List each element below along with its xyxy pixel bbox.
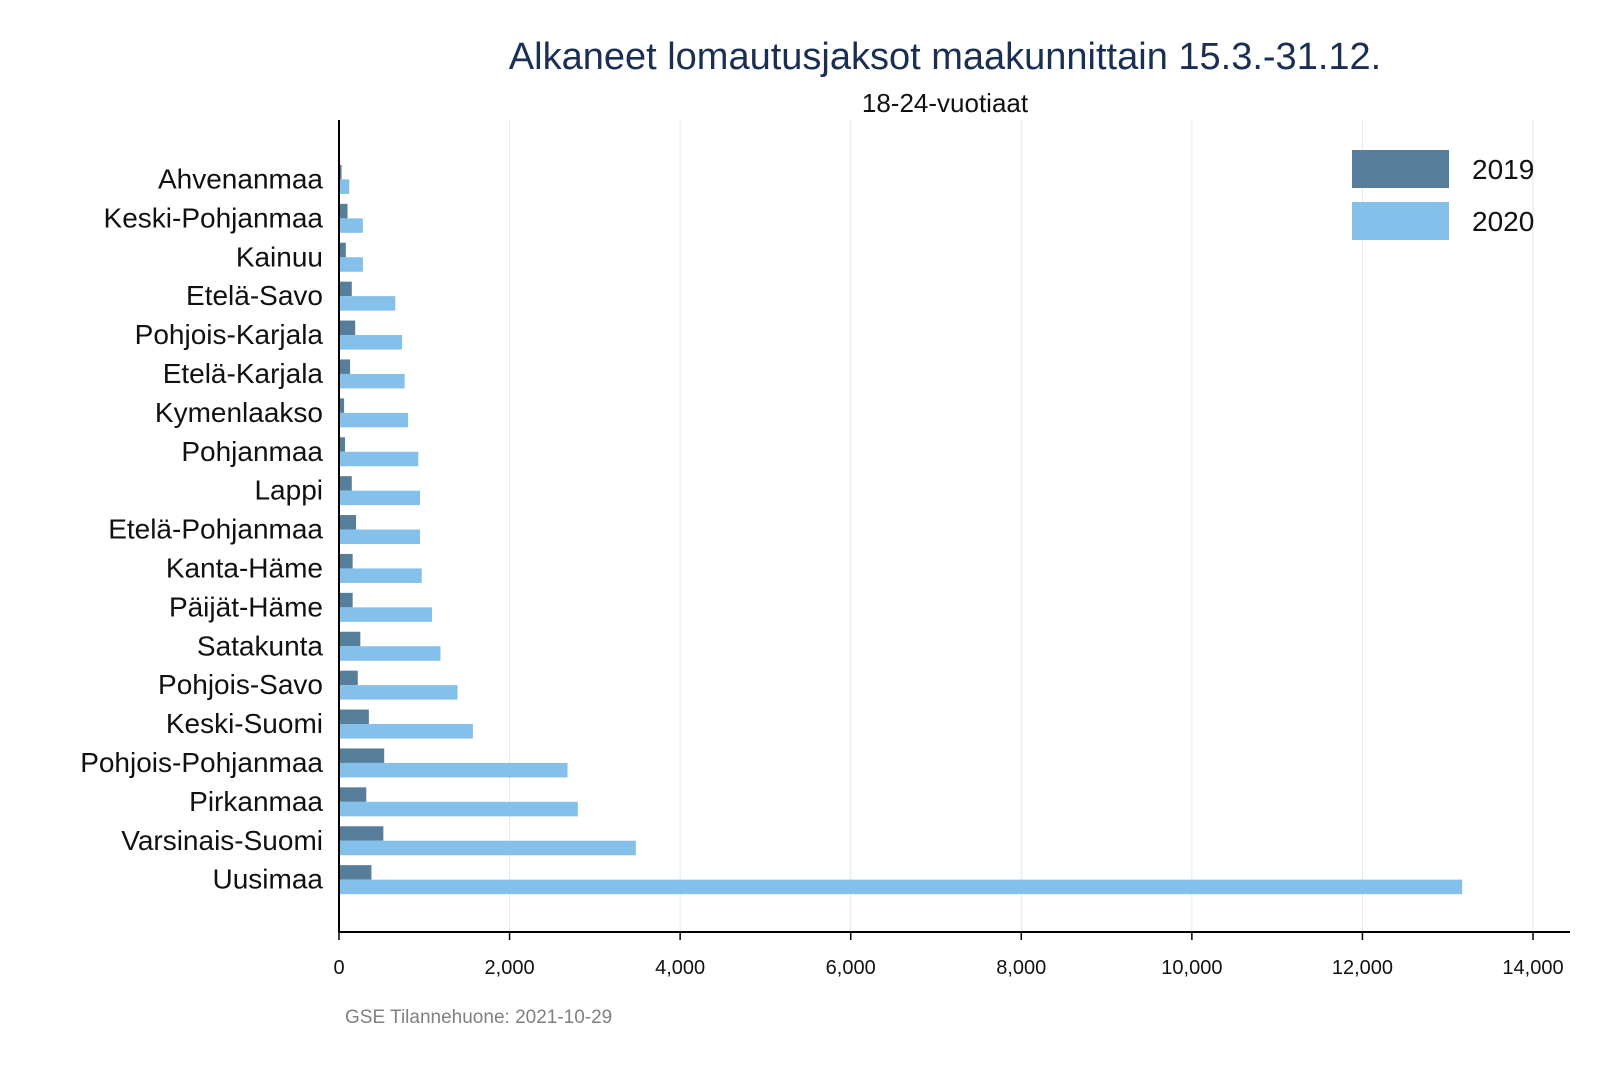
bar-2020-pohjois-pohjanmaa: [339, 762, 568, 778]
x-tick-label: 6,000: [826, 957, 876, 979]
bar-2020-pohjois-karjala: [339, 335, 403, 350]
legend-label: 2020: [1472, 206, 1534, 237]
category-label: Kanta-Häme: [166, 552, 323, 583]
category-label: Etelä-Karjala: [163, 358, 324, 389]
category-label: Pirkanmaa: [189, 786, 323, 817]
bar-2020-uusimaa: [339, 879, 1463, 895]
category-label: Etelä-Pohjanmaa: [108, 514, 323, 545]
category-label: Satakunta: [197, 630, 324, 661]
category-label: Kymenlaakso: [155, 397, 323, 428]
x-tick-label: 2,000: [485, 957, 535, 979]
bar-2019-varsinais-suomi: [339, 826, 384, 841]
bar-2019-lappi: [339, 476, 352, 491]
bar-2020-pirkanmaa: [339, 801, 578, 817]
x-tick-label: 0: [333, 957, 344, 979]
category-label: Etelä-Savo: [186, 280, 323, 311]
bar-2020-etelä-karjala: [339, 373, 405, 389]
category-label: Keski-Pohjanmaa: [104, 202, 324, 233]
category-label: Keski-Suomi: [166, 708, 323, 739]
bar-2019-kymenlaakso: [339, 398, 345, 413]
category-label: Ahvenanmaa: [158, 163, 323, 194]
bar-2019-etelä-pohjanmaa: [339, 515, 357, 530]
category-label: Kainuu: [236, 241, 323, 272]
bar-2019-pirkanmaa: [339, 787, 367, 802]
bar-2019-kanta-häme: [339, 553, 353, 569]
bar-2020-kymenlaakso: [339, 412, 409, 428]
bar-2020-keski-pohjanmaa: [339, 218, 363, 233]
x-tick-label: 14,000: [1502, 957, 1563, 979]
chart-subtitle: 18-24-vuotiaat: [861, 88, 1029, 118]
bar-2019-pohjois-pohjanmaa: [339, 748, 385, 763]
category-label: Pohjois-Savo: [158, 669, 323, 700]
bar-2020-lappi: [339, 490, 421, 506]
bar-2019-etelä-karjala: [339, 359, 351, 374]
x-tick-label: 12,000: [1332, 957, 1393, 979]
legend-label: 2019: [1472, 154, 1534, 185]
bar-2019-keski-suomi: [339, 709, 369, 725]
bar-2020-varsinais-suomi: [339, 840, 636, 856]
bar-2020-ahvenanmaa: [339, 179, 350, 194]
x-tick-label: 10,000: [1161, 957, 1222, 979]
bar-2020-satakunta: [339, 646, 441, 661]
bar-2020-pohjois-savo: [339, 685, 458, 700]
category-label: Pohjanmaa: [181, 436, 323, 467]
bar-2019-uusimaa: [339, 865, 372, 880]
bar-2020-pohjanmaa: [339, 451, 419, 467]
category-label: Varsinais-Suomi: [121, 825, 323, 856]
bar-2019-kainuu: [339, 242, 346, 258]
bar-2019-etelä-savo: [339, 281, 352, 297]
bar-2019-pohjanmaa: [339, 437, 345, 452]
bar-2019-keski-pohjanmaa: [339, 203, 348, 219]
bar-2019-pohjois-savo: [339, 670, 358, 686]
chart-title: Alkaneet lomautusjaksot maakunnittain 15…: [508, 36, 1382, 78]
bar-2019-päijät-häme: [339, 592, 353, 608]
category-label: Pohjois-Pohjanmaa: [80, 747, 323, 778]
category-label: Uusimaa: [213, 864, 324, 895]
legend-swatch-2019: [1352, 150, 1449, 188]
x-tick-label: 4,000: [655, 957, 705, 979]
bar-2020-päijät-häme: [339, 607, 432, 622]
bar-2019-pohjois-karjala: [339, 320, 356, 336]
category-label: Lappi: [254, 475, 323, 506]
legend-swatch-2020: [1352, 202, 1449, 240]
bar-2020-kainuu: [339, 257, 363, 272]
x-tick-label: 8,000: [996, 957, 1046, 979]
bar-2020-keski-suomi: [339, 724, 473, 739]
bar-2020-etelä-pohjanmaa: [339, 529, 421, 545]
bar-2019-satakunta: [339, 631, 361, 647]
bar-2020-kanta-häme: [339, 568, 422, 583]
source-note: GSE Tilannehuone: 2021-10-29: [345, 1007, 613, 1028]
category-label: Pohjois-Karjala: [135, 319, 324, 350]
category-label: Päijät-Häme: [169, 591, 323, 622]
bar-2020-etelä-savo: [339, 296, 396, 311]
bar-2019-ahvenanmaa: [339, 164, 342, 180]
